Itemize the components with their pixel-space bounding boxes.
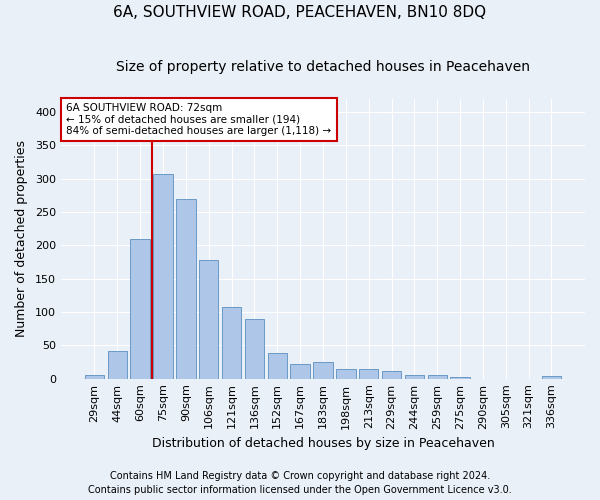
Bar [313,362,332,378]
Text: 6A SOUTHVIEW ROAD: 72sqm
← 15% of detached houses are smaller (194)
84% of semi-: 6A SOUTHVIEW ROAD: 72sqm ← 15% of detach… [66,103,331,136]
Bar [428,374,447,378]
Bar [542,376,561,378]
Title: Size of property relative to detached houses in Peacehaven: Size of property relative to detached ho… [116,60,530,74]
Bar [268,352,287,378]
Bar [85,376,104,378]
Bar [382,372,401,378]
Bar [107,350,127,378]
Bar [222,308,241,378]
Bar [290,364,310,378]
Text: 6A, SOUTHVIEW ROAD, PEACEHAVEN, BN10 8DQ: 6A, SOUTHVIEW ROAD, PEACEHAVEN, BN10 8DQ [113,5,487,20]
Y-axis label: Number of detached properties: Number of detached properties [15,140,28,337]
Text: Contains HM Land Registry data © Crown copyright and database right 2024.
Contai: Contains HM Land Registry data © Crown c… [88,471,512,495]
Bar [154,174,173,378]
Bar [130,238,150,378]
Bar [336,368,356,378]
Bar [404,374,424,378]
Bar [359,370,379,378]
Bar [451,376,470,378]
Bar [176,198,196,378]
Bar [245,318,264,378]
Bar [199,260,218,378]
X-axis label: Distribution of detached houses by size in Peacehaven: Distribution of detached houses by size … [152,437,494,450]
